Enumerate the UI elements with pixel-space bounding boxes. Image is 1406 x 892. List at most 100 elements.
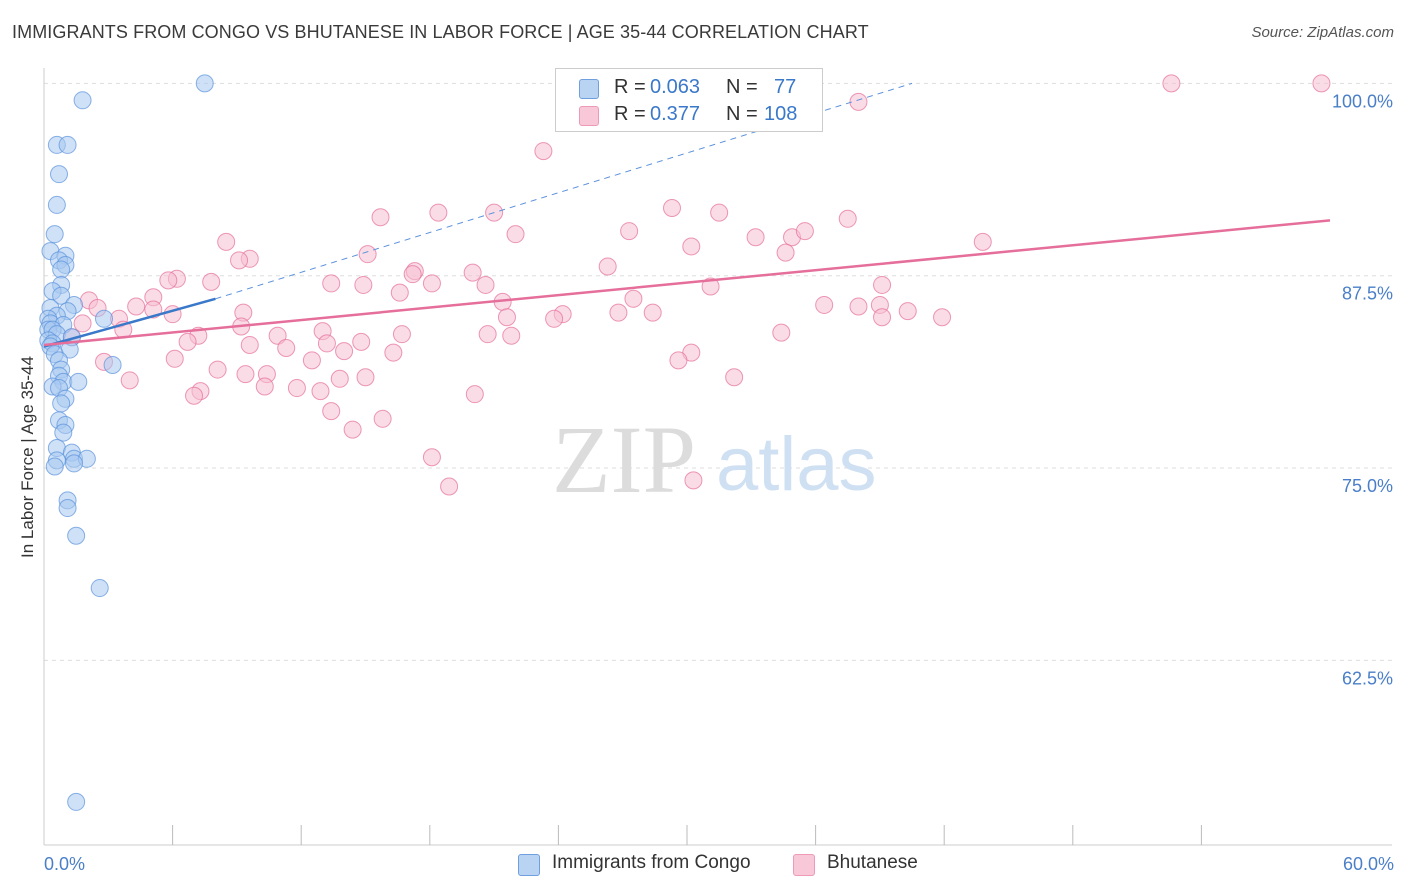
bhutanese-point	[255, 377, 274, 396]
bhutanese-point	[127, 297, 146, 316]
legend-swatch-bhutanese	[793, 854, 815, 876]
bhutanese-point	[849, 297, 868, 316]
legend-swatch-congo	[579, 79, 599, 99]
congo-point	[95, 309, 114, 328]
congo-point	[58, 135, 77, 154]
congo-point	[45, 225, 64, 244]
legend-r-key: R =	[614, 103, 646, 125]
bhutanese-point	[422, 274, 441, 293]
congo-point	[54, 423, 73, 442]
congo-point	[195, 74, 214, 93]
bhutanese-point	[506, 225, 525, 244]
bhutanese-point	[710, 203, 729, 222]
bhutanese-point	[311, 382, 330, 401]
bhutanese-point	[302, 351, 321, 370]
congo-point	[103, 355, 122, 374]
source-label: Source: ZipAtlas.com	[1251, 24, 1394, 41]
bhutanese-point	[838, 209, 857, 228]
watermark: ZIP atlas	[552, 406, 877, 513]
bhutanese-point	[620, 222, 639, 241]
bhutanese-point	[476, 275, 495, 294]
bhutanese-point	[815, 295, 834, 314]
bhutanese-point	[202, 272, 221, 291]
legend-swatch-bhutanese	[579, 106, 599, 126]
bhutanese-point	[669, 351, 688, 370]
y-tick-label: 100.0%	[1332, 91, 1393, 111]
x-tick-label: 0.0%	[44, 854, 85, 874]
bhutanese-point	[356, 368, 375, 387]
legend-n-key: N =	[726, 76, 758, 98]
bhutanese-point	[1312, 74, 1331, 93]
congo-point	[69, 372, 88, 391]
bhutanese-point	[662, 199, 681, 218]
bhutanese-point	[352, 332, 371, 351]
legend-r-key: R =	[614, 76, 646, 98]
bhutanese-point	[933, 308, 952, 327]
bhutanese-point	[746, 228, 765, 247]
legend-n-value: 108	[764, 103, 798, 125]
bhutanese-point	[429, 203, 448, 222]
bhutanese-point	[873, 275, 892, 294]
bhutanese-point	[390, 283, 409, 302]
bhutanese-point	[534, 142, 553, 161]
bhutanese-point	[898, 302, 917, 321]
bhutanese-point	[873, 308, 892, 327]
y-tick-label: 87.5%	[1342, 284, 1393, 304]
bhutanese-point	[120, 371, 139, 390]
congo-point	[90, 579, 109, 598]
bhutanese-point	[230, 251, 249, 270]
bhutanese-point	[545, 309, 564, 328]
bhutanese-point	[371, 208, 390, 227]
legend-n-value: 77	[774, 76, 797, 98]
congo-point	[65, 454, 84, 473]
legend-r-value: 0.063	[650, 76, 701, 98]
bhutanese-point	[384, 343, 403, 362]
x-tick-label: 60.0%	[1343, 854, 1394, 874]
bhutanese-point	[392, 325, 411, 344]
y-tick-label: 75.0%	[1342, 476, 1393, 496]
bhutanese-point	[165, 349, 184, 368]
bhutanese-point	[178, 332, 197, 351]
y-tick-label: 62.5%	[1342, 668, 1393, 688]
bhutanese-point	[217, 232, 236, 251]
gridlines	[44, 82, 1392, 661]
series-legend: Immigrants from Congo Bhutanese	[0, 851, 1406, 879]
bhutanese-point	[373, 409, 392, 428]
data-points	[39, 74, 1331, 811]
bhutanese-point	[725, 368, 744, 387]
bhutanese-trend-line	[43, 219, 1331, 347]
bhutanese-point	[609, 303, 628, 322]
bhutanese-point	[795, 222, 814, 241]
bhutanese-point	[358, 245, 377, 264]
bhutanese-point	[317, 334, 336, 353]
bhutanese-point	[236, 365, 255, 384]
congo-point	[45, 457, 64, 476]
legend-n-key: N =	[726, 103, 758, 125]
bhutanese-point	[335, 342, 354, 361]
congo-point	[67, 792, 86, 811]
bhutanese-point	[701, 277, 720, 296]
legend-label-bhutanese: Bhutanese	[827, 852, 918, 873]
bhutanese-point	[208, 360, 227, 379]
bhutanese-point	[502, 326, 521, 345]
legend-label-congo: Immigrants from Congo	[552, 852, 751, 873]
chart-title: IMMIGRANTS FROM CONGO VS BHUTANESE IN LA…	[12, 22, 869, 42]
congo-point	[58, 499, 77, 518]
series-bhutanese	[62, 74, 1331, 496]
bhutanese-point	[497, 308, 516, 327]
congo-point	[47, 195, 66, 214]
legend-r-value: 0.377	[650, 103, 701, 125]
series-congo	[39, 74, 214, 811]
legend-swatch-congo	[518, 854, 540, 876]
bhutanese-point	[240, 335, 259, 354]
bhutanese-point	[287, 379, 306, 398]
bhutanese-point	[684, 471, 703, 490]
tick-labels: 62.5% 75.0% 87.5% 100.0% 0.0% 60.0%	[44, 91, 1394, 874]
watermark-zip: ZIP	[552, 406, 696, 513]
bhutanese-point	[422, 448, 441, 467]
bhutanese-point	[440, 477, 459, 496]
bhutanese-point	[159, 271, 178, 290]
bhutanese-point	[624, 289, 643, 308]
congo-point	[67, 526, 86, 545]
